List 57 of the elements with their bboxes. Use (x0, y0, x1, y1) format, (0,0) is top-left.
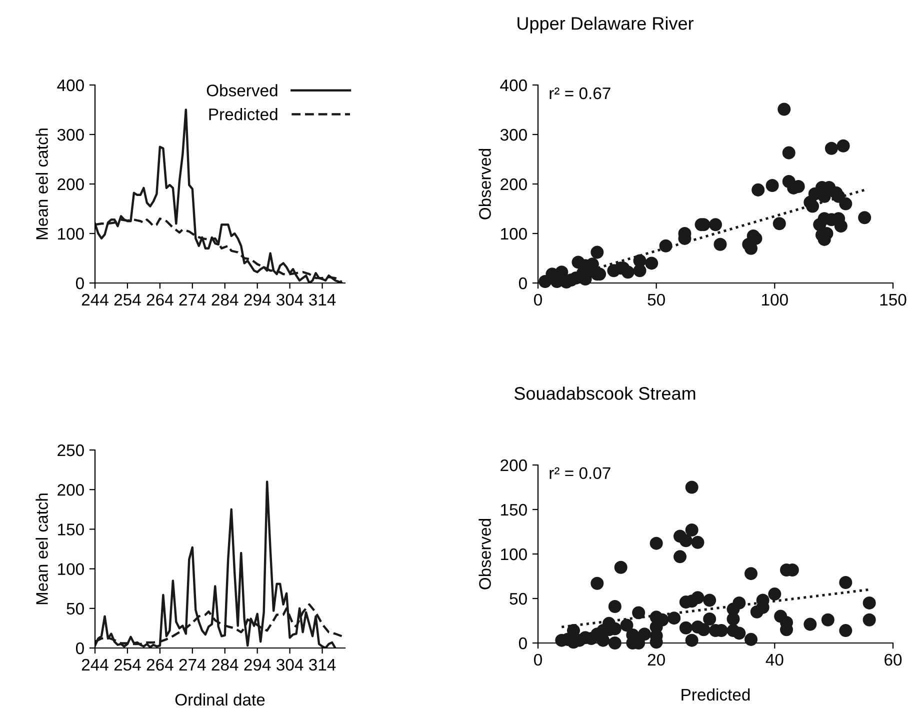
y-tick-label: 200 (500, 178, 527, 190)
y-tick-label: 50 (510, 592, 527, 605)
y-tick-label: 400 (500, 79, 527, 92)
x-tick-label: 304 (276, 658, 304, 671)
x-tick-label: 284 (212, 294, 238, 306)
y-tick-label: 100 (501, 548, 527, 560)
x-tick-label: 60 (884, 654, 902, 666)
annotation: r² = 0.07 (550, 467, 610, 480)
y-tick-label: 0 (76, 642, 84, 654)
y-axis-title: Observed (478, 518, 491, 590)
x-tick-label: 304 (276, 294, 304, 306)
x-tick-label: 274 (179, 294, 206, 306)
x-tick-label: 244 (82, 658, 108, 670)
x-tick-label: 0 (534, 654, 542, 666)
x-axis-title: Ordinal date (175, 693, 265, 706)
legend-label: Predicted (209, 108, 278, 120)
x-tick-label: 274 (179, 658, 206, 670)
x-tick-label: 254 (114, 294, 141, 306)
x-tick-label: 100 (762, 294, 788, 306)
chart-title: Upper Delaware River (518, 16, 694, 34)
y-tick-label: 200 (58, 484, 84, 496)
x-tick-label: 50 (648, 294, 665, 306)
y-tick-label: 0 (518, 277, 527, 290)
y-tick-label: 100 (501, 228, 527, 240)
annotation: r² = 0.67 (550, 87, 610, 100)
x-tick-label: 244 (82, 294, 108, 306)
y-tick-label: 0 (518, 637, 527, 650)
x-tick-label: 0 (534, 294, 542, 306)
legend-label: Observed (206, 84, 278, 96)
y-tick-label: 150 (58, 524, 84, 536)
x-tick-label: 264 (146, 658, 174, 671)
x-tick-label: 150 (880, 294, 906, 306)
x-tick-label: 20 (648, 654, 665, 666)
y-tick-label: 200 (58, 178, 84, 190)
y-tick-label: 300 (500, 128, 527, 141)
y-axis-title: Mean eel catch (36, 128, 48, 240)
x-tick-label: 264 (146, 294, 174, 306)
x-tick-label: 254 (114, 658, 141, 671)
y-axis-title: Observed (478, 148, 491, 220)
x-tick-label: 314 (309, 294, 336, 306)
y-tick-label: 250 (58, 444, 84, 456)
y-tick-label: 50 (66, 602, 84, 615)
x-tick-label: 284 (212, 658, 238, 671)
y-tick-label: 200 (500, 459, 527, 472)
x-tick-label: 294 (244, 294, 271, 306)
y-tick-label: 100 (58, 563, 84, 576)
y-tick-label: 300 (57, 128, 84, 141)
x-tick-label: 314 (309, 658, 336, 671)
y-tick-label: 0 (76, 277, 84, 290)
y-tick-label: 400 (57, 79, 84, 92)
chart-title: Souadabscook Stream (514, 386, 696, 400)
x-tick-label: 40 (766, 654, 784, 666)
y-axis-title: Mean eel catch (36, 494, 48, 604)
x-axis-title: Predicted (682, 688, 750, 701)
y-tick-label: 150 (501, 504, 527, 516)
x-tick-label: 294 (244, 658, 271, 671)
y-tick-label: 100 (58, 228, 84, 240)
